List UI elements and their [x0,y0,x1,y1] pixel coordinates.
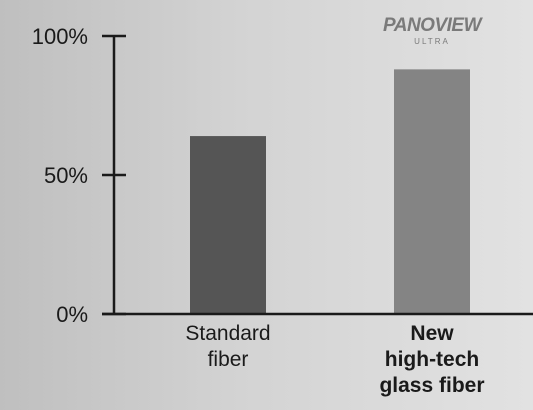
logo-brand-text: PANOVIEW [383,15,484,36]
y-tick-label: 50% [44,163,88,188]
bar-1 [190,136,266,314]
category-label-2: New high-tech glass fiber [379,322,484,397]
category-label-line: glass fiber [379,374,484,397]
category-label-line: high-tech [385,348,480,371]
category-label-line: Standard [185,322,270,345]
category-label-1: Standard fiber [185,322,270,371]
bar-2 [394,69,470,314]
y-tick-label: 0% [56,302,88,327]
category-label-line: New [410,322,454,345]
y-tick-label: 100% [32,24,88,49]
category-label-line: fiber [208,348,249,371]
logo-sub-text: ULTRA [414,37,450,46]
